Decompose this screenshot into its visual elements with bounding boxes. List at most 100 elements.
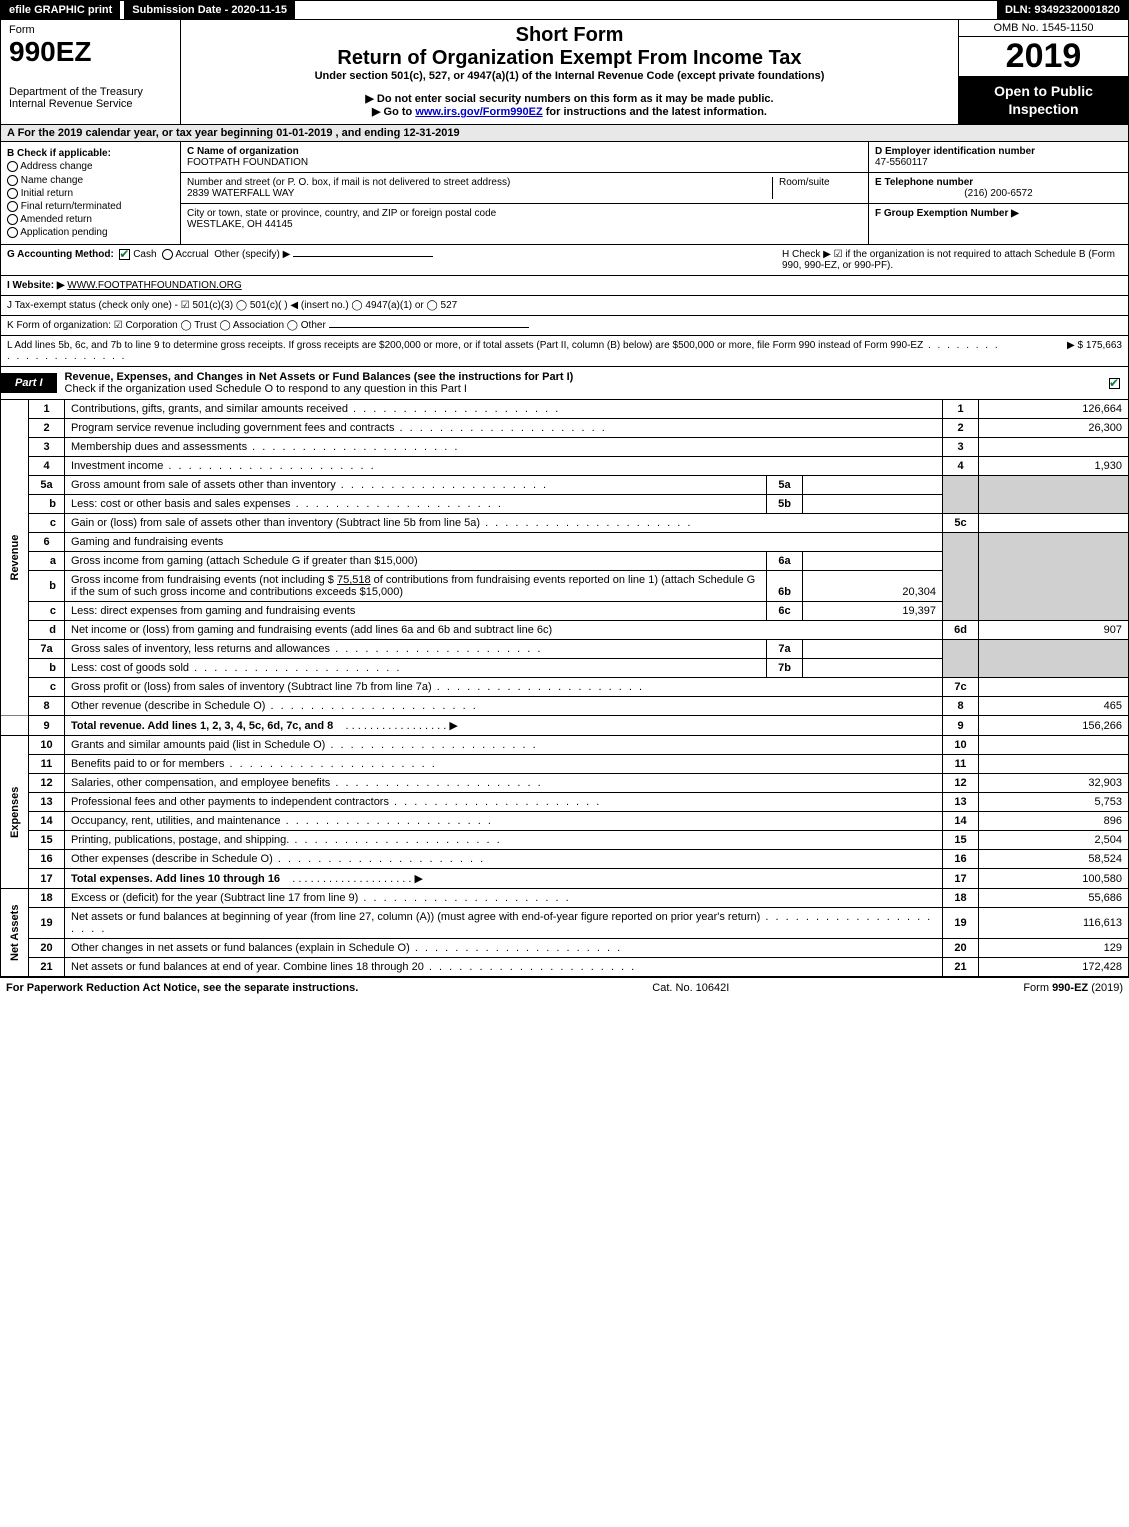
l2-num: 2 [29, 419, 65, 438]
l18-rnum: 18 [943, 889, 979, 908]
dln-number: DLN: 93492320001820 [997, 1, 1128, 19]
checkbox-application-pending[interactable] [7, 227, 18, 238]
irs-label: Internal Revenue Service [9, 98, 172, 110]
l4-num: 4 [29, 457, 65, 476]
b-label: B Check if applicable: [7, 148, 111, 159]
row-k-org-form: K Form of organization: ☑ Corporation ◯ … [0, 316, 1129, 336]
form-word: Form [9, 24, 172, 36]
note2-pre: ▶ Go to [372, 106, 415, 118]
c-room-label: Room/suite [779, 177, 862, 188]
l9-value: 156,266 [979, 716, 1129, 736]
l7c-value [979, 678, 1129, 697]
l21-desc: Net assets or fund balances at end of ye… [65, 958, 943, 977]
l6b-num: b [29, 571, 65, 602]
telephone-value: (216) 200-6572 [875, 188, 1122, 199]
header-center: Short Form Return of Organization Exempt… [181, 20, 958, 124]
footer-left: For Paperwork Reduction Act Notice, see … [6, 982, 358, 994]
org-name: FOOTPATH FOUNDATION [187, 157, 862, 168]
checkbox-amended-return[interactable] [7, 214, 18, 225]
l6d-desc: Net income or (loss) from gaming and fun… [65, 621, 943, 640]
row-i-website: I Website: ▶ WWW.FOOTPATHFOUNDATION.ORG [0, 276, 1129, 296]
l7b-mn: 7b [767, 659, 803, 678]
expenses-side-label: Expenses [1, 736, 29, 889]
dept-label: Department of the Treasury [9, 86, 172, 98]
part-i-schedule-o-check[interactable] [1101, 377, 1128, 389]
b-item-3: Final return/terminated [21, 201, 122, 212]
page-footer: For Paperwork Reduction Act Notice, see … [0, 977, 1129, 998]
checkbox-final-return[interactable] [7, 201, 18, 212]
l8-value: 465 [979, 697, 1129, 716]
l7ab-rnum-shade [943, 640, 979, 678]
l17-rnum: 17 [943, 869, 979, 889]
l17-value: 100,580 [979, 869, 1129, 889]
l19-value: 116,613 [979, 908, 1129, 939]
l5a-num: 5a [29, 476, 65, 495]
l16-desc: Other expenses (describe in Schedule O) [65, 850, 943, 869]
l4-rnum: 4 [943, 457, 979, 476]
l18-num: 18 [29, 889, 65, 908]
l13-num: 13 [29, 793, 65, 812]
l11-rnum: 11 [943, 755, 979, 774]
website-value[interactable]: WWW.FOOTPATHFOUNDATION.ORG [67, 280, 241, 291]
l13-desc: Professional fees and other payments to … [65, 793, 943, 812]
l7a-num: 7a [29, 640, 65, 659]
e-label: E Telephone number [875, 177, 973, 188]
l8-desc: Other revenue (describe in Schedule O) [65, 697, 943, 716]
row-l-gross-receipts: L Add lines 5b, 6c, and 7b to line 9 to … [0, 336, 1129, 367]
k-other-blank[interactable] [329, 327, 529, 328]
l14-num: 14 [29, 812, 65, 831]
part-i-sub: Check if the organization used Schedule … [65, 383, 467, 395]
l6a-desc: Gross income from gaming (attach Schedul… [65, 552, 767, 571]
ein-value: 47-5560117 [875, 157, 928, 168]
l5ab-rval-shade [979, 476, 1129, 514]
l16-rnum: 16 [943, 850, 979, 869]
part-i-header: Part I Revenue, Expenses, and Changes in… [0, 367, 1129, 400]
l6d-rnum: 6d [943, 621, 979, 640]
checkbox-cash[interactable] [119, 249, 130, 260]
g-label: G Accounting Method: [7, 249, 114, 260]
l2-rnum: 2 [943, 419, 979, 438]
l-text: L Add lines 5b, 6c, and 7b to line 9 to … [7, 340, 1002, 362]
l7c-desc: Gross profit or (loss) from sales of inv… [65, 678, 943, 697]
b-item-0: Address change [20, 162, 92, 173]
checkbox-accrual[interactable] [162, 249, 173, 260]
org-info-block: B Check if applicable: Address change Na… [0, 142, 1129, 245]
l19-rnum: 19 [943, 908, 979, 939]
l21-value: 172,428 [979, 958, 1129, 977]
checkbox-initial-return[interactable] [7, 188, 18, 199]
irs-link[interactable]: www.irs.gov/Form990EZ [415, 106, 542, 118]
checkbox-address-change[interactable] [7, 161, 18, 172]
l4-desc: Investment income [65, 457, 943, 476]
l6b-inline-amount: 75,518 [337, 574, 371, 586]
l21-rnum: 21 [943, 958, 979, 977]
l1-rnum: 1 [943, 400, 979, 419]
l10-value [979, 736, 1129, 755]
l2-desc: Program service revenue including govern… [65, 419, 943, 438]
l3-value [979, 438, 1129, 457]
l17-desc: Total expenses. Add lines 10 through 16 … [65, 869, 943, 889]
g-other-blank[interactable] [293, 256, 433, 257]
l14-value: 896 [979, 812, 1129, 831]
return-subtitle: Under section 501(c), 527, or 4947(a)(1)… [189, 70, 950, 82]
b-item-5: Application pending [20, 227, 107, 238]
l10-rnum: 10 [943, 736, 979, 755]
l7b-mv [803, 659, 943, 678]
l18-value: 55,686 [979, 889, 1129, 908]
section-def: D Employer identification number 47-5560… [868, 142, 1128, 244]
l7a-desc: Gross sales of inventory, less returns a… [65, 640, 767, 659]
section-b-checkboxes: B Check if applicable: Address change Na… [1, 142, 181, 244]
g-accrual: Accrual [175, 249, 208, 260]
efile-print-label[interactable]: efile GRAPHIC print [1, 1, 120, 19]
part-i-table: Revenue 1 Contributions, gifts, grants, … [0, 400, 1129, 977]
l10-num: 10 [29, 736, 65, 755]
checkbox-name-change[interactable] [7, 175, 18, 186]
l7c-rnum: 7c [943, 678, 979, 697]
l13-value: 5,753 [979, 793, 1129, 812]
l5c-value [979, 514, 1129, 533]
l6d-num: d [29, 621, 65, 640]
l19-desc: Net assets or fund balances at beginning… [65, 908, 943, 939]
l6d-value: 907 [979, 621, 1129, 640]
l8-num: 8 [29, 697, 65, 716]
k-text: K Form of organization: ☑ Corporation ◯ … [7, 320, 326, 331]
form-name: 990EZ [9, 36, 172, 68]
